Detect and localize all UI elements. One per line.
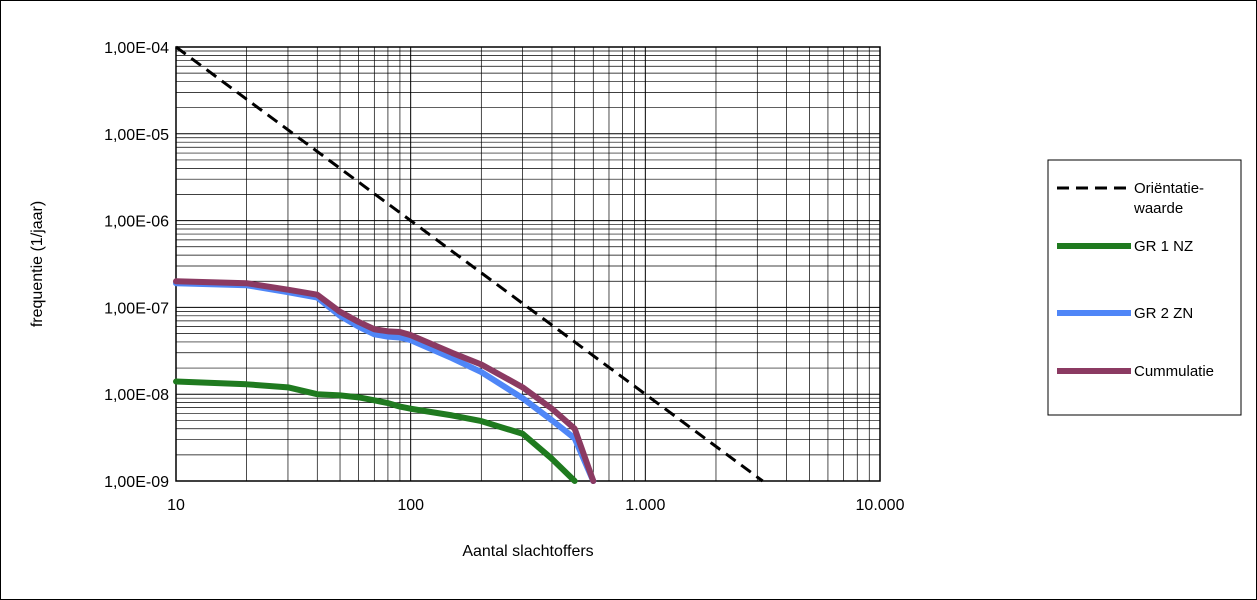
y-tick-label: 1,00E-06	[104, 214, 169, 231]
legend: Oriëntatie-waarde GR 1 NZ GR 2 ZN Cummulati…	[1047, 159, 1242, 416]
series-line-0	[175, 45, 764, 483]
x-tick-label: 10.000	[856, 497, 905, 514]
series-layer	[173, 45, 764, 484]
y-tick-label: 1,00E-05	[104, 127, 169, 144]
series-line-1	[173, 378, 578, 484]
series-line-3	[173, 278, 597, 484]
x-axis-title: Aantal slachtoffers	[462, 543, 593, 560]
plot-border	[175, 46, 881, 482]
y-tick-label: 1,00E-09	[104, 474, 169, 491]
legend-label-0: waarde	[1133, 200, 1183, 217]
x-tick-label: 100	[397, 497, 424, 514]
y-axis-ticks: 1,00E-04 1,00E-05 1,00E-06 1,00E-07 1,00E-08…	[104, 40, 169, 491]
grid	[175, 47, 880, 482]
legend-label-3: Cummulatie	[1134, 363, 1214, 380]
x-tick-label: 10	[167, 497, 185, 514]
x-axis-ticks: 10 100 1.000 10.000	[167, 497, 904, 514]
x-tick-label: 1.000	[625, 497, 665, 514]
y-tick-label: 1,00E-07	[104, 300, 169, 317]
legend-label-2: GR 2 ZN	[1134, 305, 1193, 322]
legend-label-0: Oriëntatie-	[1134, 180, 1204, 197]
y-tick-label: 1,00E-08	[104, 387, 169, 404]
y-axis-title: frequentie (1/jaar)	[29, 201, 46, 327]
y-tick-label: 1,00E-04	[104, 40, 169, 57]
legend-label-1: GR 1 NZ	[1134, 238, 1193, 255]
